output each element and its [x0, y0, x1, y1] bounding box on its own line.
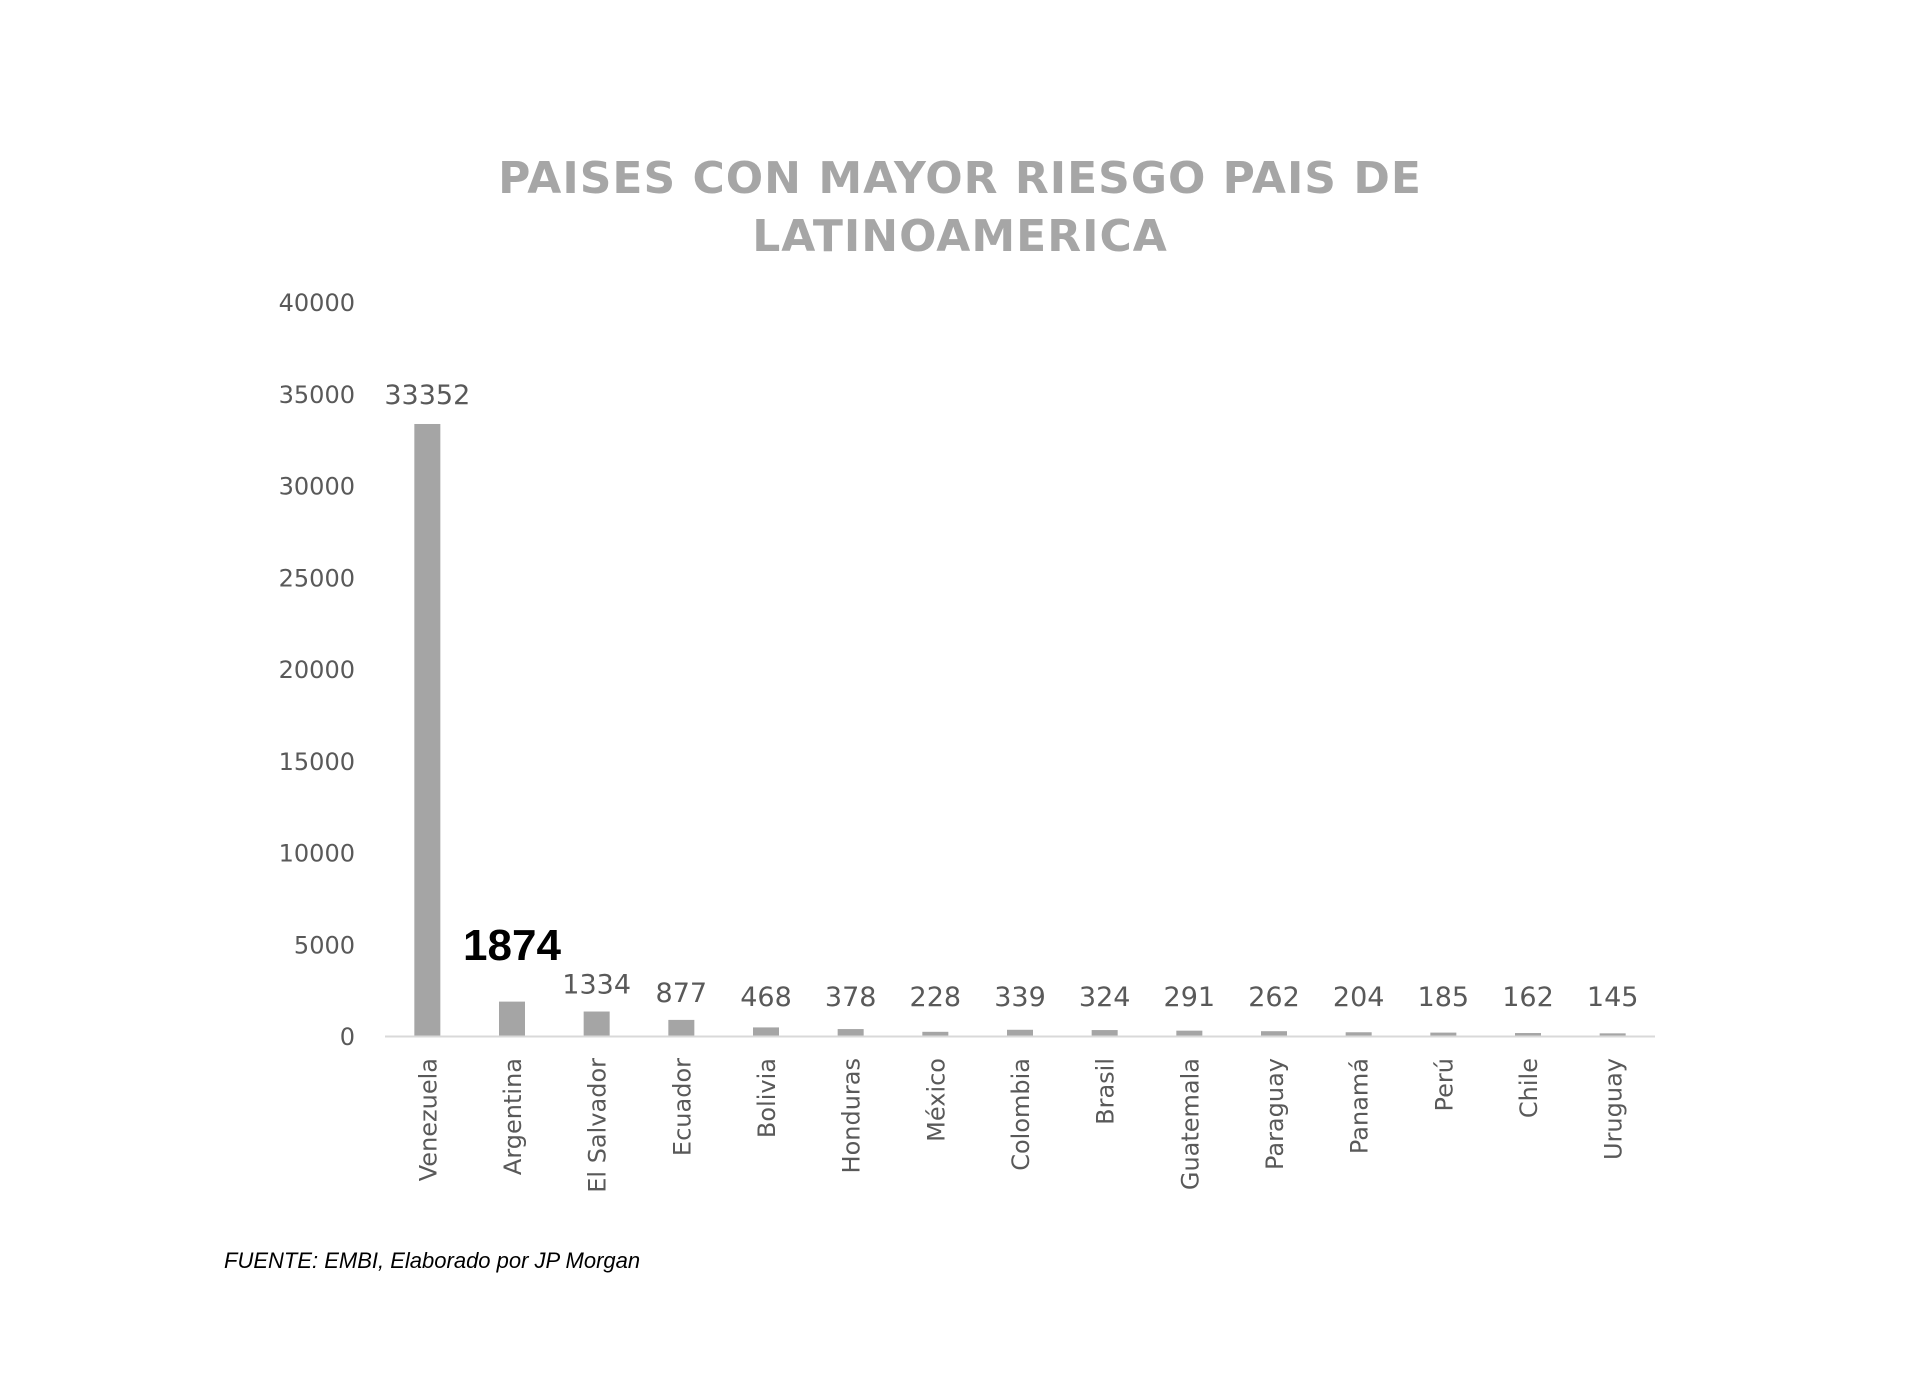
y-tick-label: 40000	[279, 289, 355, 317]
y-tick-label: 10000	[279, 840, 355, 868]
bar-brasil	[1091, 1030, 1118, 1036]
x-tick-label: Guatemala	[1176, 1058, 1204, 1190]
bar-paraguay	[1261, 1031, 1287, 1036]
x-tick-label: Paraguay	[1261, 1058, 1289, 1170]
value-label: 228	[910, 982, 962, 1013]
y-tick-label: 25000	[279, 564, 355, 592]
chart-title-line-2: LATINOAMERICA	[752, 211, 1168, 262]
value-label: 324	[1079, 982, 1131, 1013]
y-axis: 0 5000 10000 15000 20000 25000 30000 35000 40000	[279, 289, 355, 1051]
x-tick-label: Brasil	[1092, 1058, 1120, 1125]
bar-ecuador	[668, 1019, 695, 1036]
value-label: 468	[740, 982, 792, 1013]
source-note: FUENTE: EMBI, Elaborado por JP Morgan	[224, 1248, 641, 1273]
y-tick-label: 20000	[279, 656, 355, 684]
y-tick-label: 15000	[279, 748, 355, 776]
x-tick-label: Panamá	[1346, 1058, 1374, 1154]
bar-honduras	[837, 1029, 864, 1036]
value-label: 877	[656, 978, 708, 1009]
x-axis: Venezuela Argentina El Salvador Ecuador Boli…	[385, 1035, 1655, 1193]
chart-title-line-1: PAISES CON MAYOR RIESGO PAIS DE	[498, 153, 1422, 204]
bar-chile	[1515, 1033, 1541, 1036]
x-tick-label: Argentina	[499, 1058, 527, 1175]
value-label: 33352	[384, 380, 470, 411]
value-label: 262	[1248, 982, 1300, 1013]
bar-per-	[1430, 1032, 1457, 1036]
bar-panam-	[1345, 1032, 1372, 1036]
value-label: 162	[1502, 982, 1554, 1013]
bar-argentina	[499, 1001, 525, 1036]
bar-el-salvador	[583, 1011, 610, 1036]
x-tick-label: Perú	[1430, 1058, 1458, 1111]
x-tick-label: Honduras	[838, 1058, 866, 1173]
value-label: 339	[994, 982, 1046, 1013]
x-tick-label: Ecuador	[668, 1058, 696, 1156]
y-tick-label: 30000	[279, 473, 355, 501]
bar-venezuela	[414, 423, 441, 1036]
value-label: 291	[1164, 982, 1216, 1013]
value-label: 1334	[562, 970, 631, 1001]
bars	[414, 423, 1626, 1036]
x-tick-label: Venezuela	[414, 1058, 442, 1181]
y-tick-label: 35000	[279, 381, 355, 409]
x-tick-label: México	[922, 1058, 950, 1142]
bar-guatemala	[1176, 1030, 1203, 1036]
x-tick-label: Colombia	[1007, 1058, 1035, 1171]
bar-uruguay	[1599, 1033, 1626, 1036]
bar-m-xico	[922, 1031, 949, 1036]
value-label: 145	[1587, 982, 1639, 1013]
y-tick-label: 5000	[294, 931, 355, 959]
value-label: 1874	[463, 921, 561, 970]
x-tick-label: El Salvador	[584, 1058, 612, 1193]
value-label: 378	[825, 982, 877, 1013]
y-tick-label: 0	[340, 1023, 355, 1051]
x-tick-label: Bolivia	[753, 1058, 781, 1138]
value-label: 204	[1333, 982, 1385, 1013]
x-tick-label: Uruguay	[1600, 1058, 1628, 1160]
chart-title: PAISES CON MAYOR RIESGO PAIS DE LATINOAM…	[480, 150, 1440, 266]
value-label: 185	[1418, 982, 1470, 1013]
bar-colombia	[1007, 1029, 1033, 1036]
bar-bolivia	[753, 1027, 779, 1036]
x-tick-label: Chile	[1515, 1058, 1543, 1118]
